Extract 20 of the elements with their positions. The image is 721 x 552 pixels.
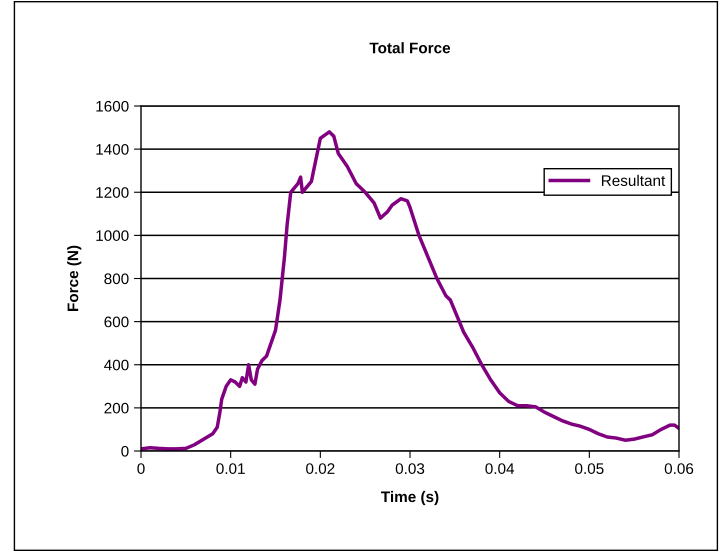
y-tick-label: 0 xyxy=(121,446,129,457)
x-tick-label: 0.02 xyxy=(306,463,334,474)
chart-title: Total Force xyxy=(370,42,450,54)
y-tick-label: 800 xyxy=(104,273,129,284)
y-tick-label: 1600 xyxy=(96,100,129,112)
x-tick-label: 0.05 xyxy=(575,463,604,474)
x-tick-label: 0.06 xyxy=(664,463,694,474)
y-tick-label: 1000 xyxy=(96,230,129,242)
y-tick-label: 1400 xyxy=(96,144,129,155)
x-axis-title: Time (s) xyxy=(381,490,438,506)
y-tick-label: 200 xyxy=(104,402,129,414)
y-tick-label: 1200 xyxy=(96,187,129,198)
y-axis-title: Force (N) xyxy=(67,246,82,312)
y-tick-label: 400 xyxy=(104,360,129,370)
legend-label: Resultant xyxy=(602,174,666,186)
x-tick-label: 0.01 xyxy=(216,463,245,474)
x-tick-label: 0 xyxy=(137,463,145,474)
x-tick-label: 0.03 xyxy=(396,463,424,474)
y-tick-label: 600 xyxy=(104,316,129,328)
x-tick-label: 0.04 xyxy=(485,463,514,474)
